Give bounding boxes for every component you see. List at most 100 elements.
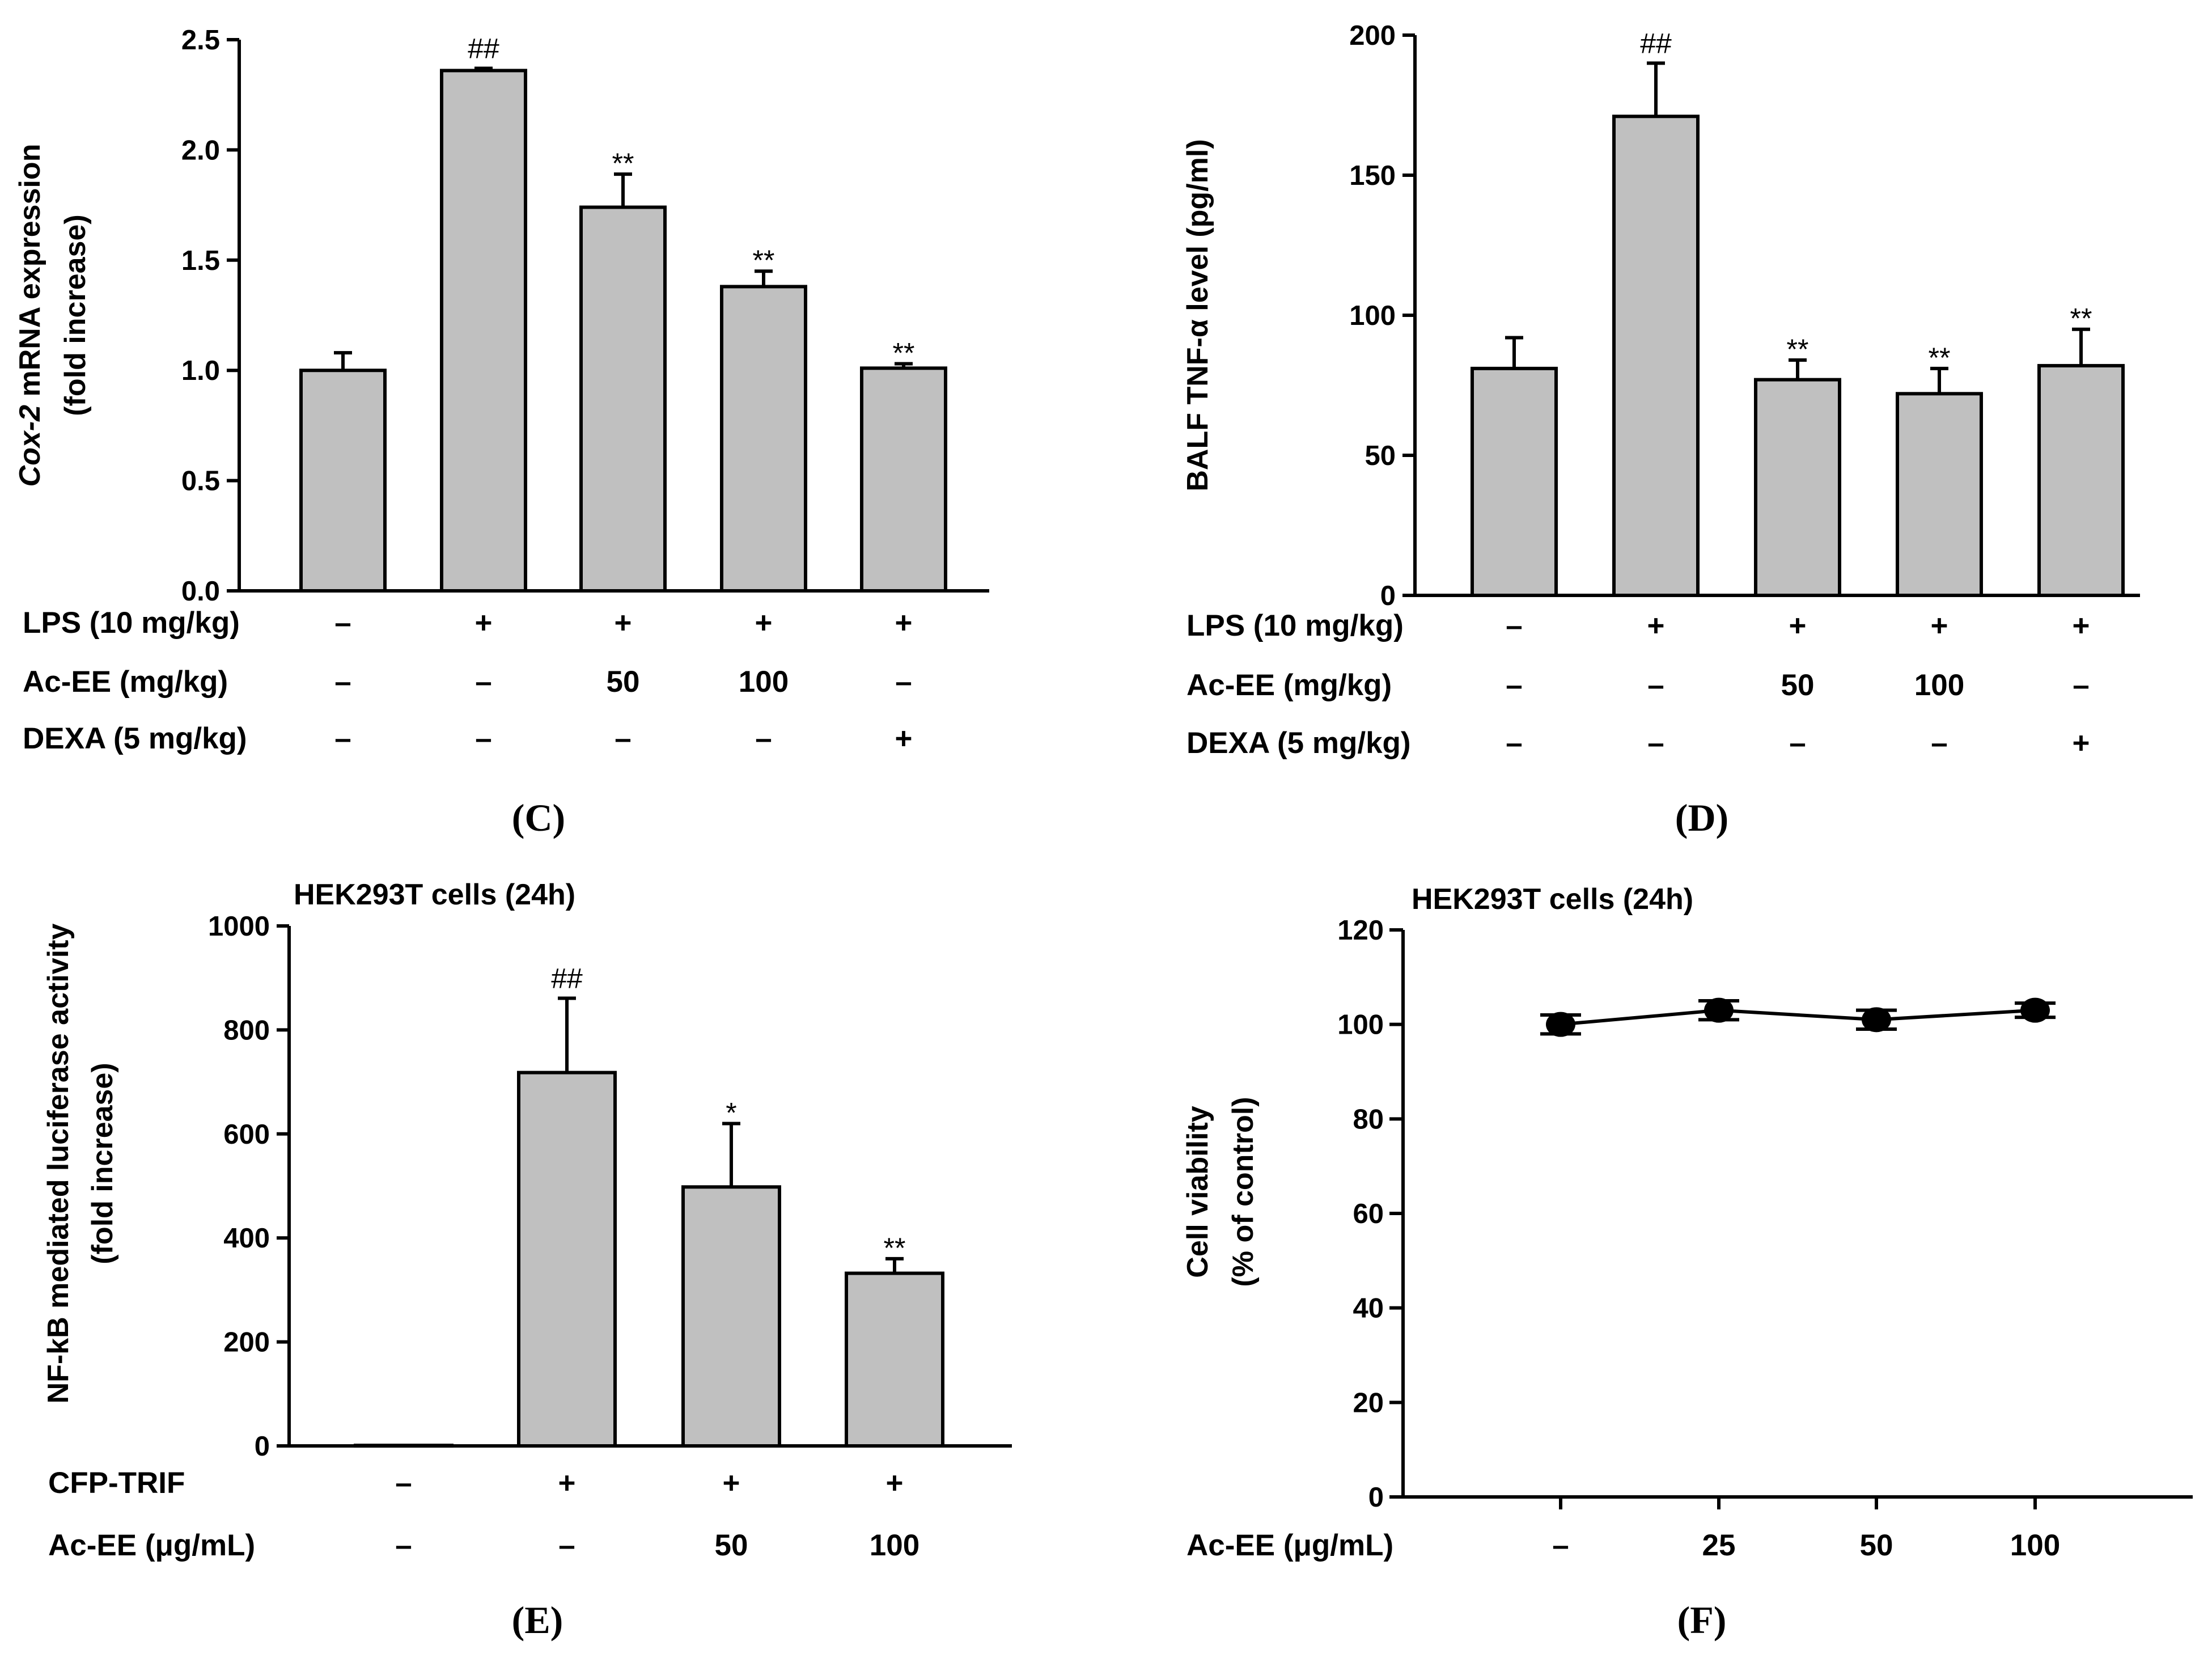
- condition-label: LPS (10 mg/kg): [1186, 609, 1404, 642]
- condition-value: +: [558, 1466, 576, 1500]
- significance-marker: **: [1787, 333, 1809, 365]
- bar: [299, 369, 387, 593]
- y-axis-label-text: NF-kB mediated luciferase activity: [42, 924, 75, 1404]
- significance-marker: *: [726, 1097, 736, 1128]
- chart-panel: 0.0 0.5 1.0 1.5 2.0 2.5 Cox-2 mRNA expression (…: [14, 25, 989, 839]
- y-tick-label: 400: [223, 1223, 270, 1254]
- chart-panel: 0 20 40 60 80 100 120 Cell viability (% of contr…: [1181, 883, 2193, 1642]
- y-axis-label-text: BALF TNF-α level (pg/ml): [1181, 139, 1214, 491]
- bar: [720, 285, 807, 593]
- condition-value: –: [1506, 669, 1522, 702]
- condition-value: –: [1789, 726, 1806, 760]
- y-tick-label: 2.5: [181, 25, 220, 56]
- y-tick-label: 100: [1349, 301, 1396, 331]
- y-tick-label: 20: [1353, 1388, 1384, 1418]
- y-axis-label: Cox-2 mRNA expression: [14, 144, 46, 487]
- y-tick-label: 200: [223, 1327, 270, 1358]
- condition-value: 50: [715, 1529, 748, 1562]
- panel-label: (C): [512, 796, 565, 839]
- y-tick-label: 120: [1337, 915, 1384, 946]
- condition-value: –: [615, 722, 631, 755]
- condition-label: Ac-EE (μg/mL): [48, 1529, 255, 1562]
- bar: [2037, 363, 2125, 597]
- condition-value: +: [1647, 609, 1665, 642]
- condition-value: 100: [739, 665, 789, 699]
- condition-label: Ac-EE (mg/kg): [1186, 669, 1392, 702]
- chart-subtitle: HEK293T cells (24h): [294, 878, 575, 911]
- y-axis-label-text: Cell viability: [1181, 1106, 1214, 1278]
- y-tick-label: 200: [1349, 20, 1396, 51]
- bar: [354, 1444, 454, 1448]
- y-tick-label: 80: [1353, 1104, 1384, 1135]
- y-tick-label: 50: [1365, 441, 1396, 471]
- condition-value: –: [334, 606, 351, 640]
- condition-value: +: [2073, 726, 2090, 760]
- y-axis-label: Cell viability: [1181, 1106, 1214, 1278]
- bar: [440, 69, 527, 593]
- significance-marker: **: [612, 147, 634, 179]
- condition-value: –: [755, 722, 772, 755]
- condition-value: –: [334, 722, 351, 755]
- condition-value: +: [2073, 609, 2090, 642]
- condition-value: –: [1647, 669, 1664, 702]
- significance-marker: **: [2070, 303, 2092, 335]
- bar: [845, 1271, 944, 1448]
- y-tick-label: 800: [223, 1015, 270, 1046]
- y-tick-label: 0.0: [181, 576, 220, 607]
- data-point: [1862, 1007, 1891, 1033]
- condition-label: DEXA (5 mg/kg): [1186, 726, 1411, 760]
- significance-marker: ##: [551, 962, 583, 994]
- condition-value: –: [334, 665, 351, 699]
- condition-value: –: [1931, 726, 1947, 760]
- condition-label: Ac-EE (mg/kg): [23, 665, 228, 699]
- condition-label: DEXA (5 mg/kg): [23, 722, 247, 755]
- bar: [681, 1185, 781, 1448]
- condition-value: –: [475, 722, 491, 755]
- significance-marker: ##: [468, 33, 499, 65]
- condition-value: –: [895, 665, 912, 699]
- condition-value: –: [1647, 726, 1664, 760]
- bar: [579, 205, 667, 593]
- panel-label: (D): [1675, 796, 1728, 839]
- condition-value: 25: [1702, 1529, 1736, 1562]
- chart-panel: 0 200 400 600 800 1000 NF-kB mediated lucifera…: [42, 878, 1012, 1642]
- y-tick-label: 600: [223, 1119, 270, 1150]
- y-tick-label: 150: [1349, 160, 1396, 191]
- condition-label: LPS (10 mg/kg): [23, 606, 240, 640]
- panel-label: (E): [512, 1598, 563, 1642]
- y-tick-label: 60: [1353, 1199, 1384, 1229]
- bar: [1471, 366, 1558, 597]
- bar: [517, 1071, 617, 1448]
- bar: [860, 366, 947, 593]
- y-axis-label-line2: (fold increase): [59, 214, 92, 416]
- condition-value: +: [475, 606, 493, 640]
- significance-marker: **: [884, 1232, 906, 1264]
- y-axis-label-italic: Cox-2: [14, 405, 46, 487]
- condition-value: 50: [1860, 1529, 1893, 1562]
- condition-value: –: [2073, 669, 2089, 702]
- series-line: [1560, 1008, 2036, 1026]
- data-point: [2020, 997, 2050, 1023]
- y-tick-label: 1000: [208, 911, 270, 942]
- y-axis-label-text: mRNA expression: [14, 144, 46, 405]
- condition-value: +: [1931, 609, 1948, 642]
- y-tick-label: 2.0: [181, 135, 220, 166]
- condition-value: –: [1552, 1529, 1569, 1562]
- condition-label: CFP-TRIF: [48, 1466, 185, 1500]
- condition-value: +: [1789, 609, 1807, 642]
- significance-marker: ##: [1640, 27, 1672, 59]
- bar: [1896, 392, 1983, 597]
- y-tick-label: 100: [1337, 1010, 1384, 1040]
- condition-value: 100: [2010, 1529, 2060, 1562]
- condition-value: +: [895, 722, 913, 755]
- condition-value: +: [723, 1466, 740, 1500]
- significance-marker: **: [1929, 342, 1951, 374]
- chart-subtitle: HEK293T cells (24h): [1412, 883, 1693, 916]
- y-tick-label: 1.5: [181, 246, 220, 276]
- condition-value: 50: [1781, 669, 1815, 702]
- condition-value: +: [895, 606, 913, 640]
- condition-value: 100: [870, 1529, 919, 1562]
- condition-value: 100: [1914, 669, 1964, 702]
- y-axis-label-line2: (fold increase): [86, 1063, 119, 1264]
- condition-value: –: [395, 1466, 412, 1500]
